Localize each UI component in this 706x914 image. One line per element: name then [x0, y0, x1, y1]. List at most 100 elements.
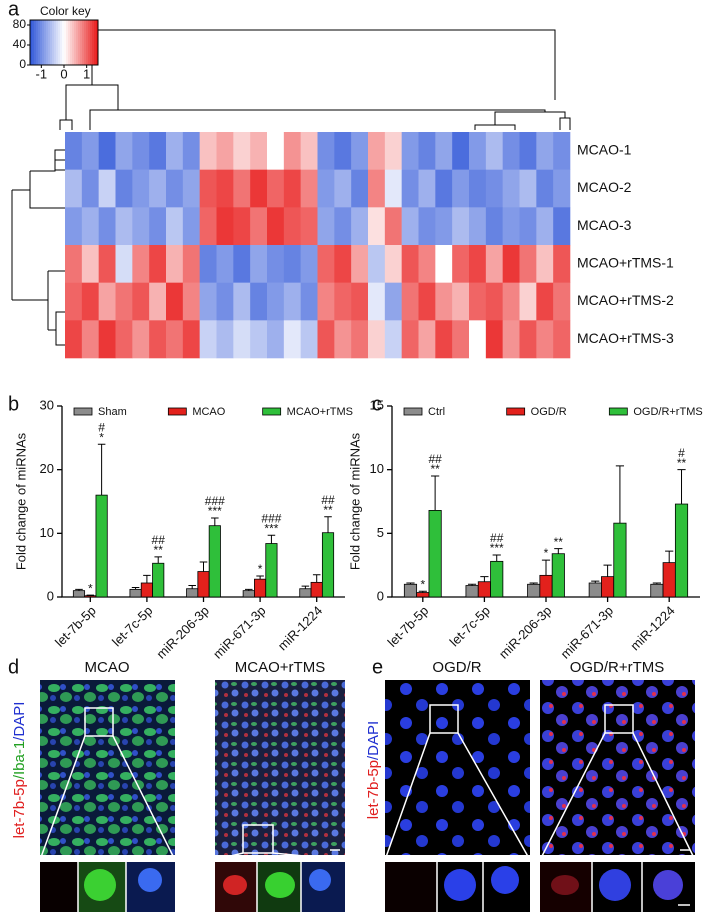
- color-key-swatch: [46, 20, 49, 65]
- heatmap-cell: [115, 320, 133, 359]
- heatmap-cell: [65, 207, 83, 246]
- heatmap-cell: [283, 320, 301, 359]
- heatmap-cell: [65, 245, 83, 283]
- heatmap-cell: [233, 320, 251, 359]
- heatmap-cell: [418, 320, 436, 359]
- image-header: OGD/R+rTMS: [570, 659, 665, 676]
- row-label: MCAO-3: [577, 217, 632, 233]
- bar: [674, 503, 689, 598]
- heatmap-cell: [115, 169, 133, 208]
- heatmap-cell: [199, 207, 217, 246]
- bar: [129, 588, 142, 598]
- color-key-swatch: [68, 20, 71, 65]
- color-key-swatch: [80, 20, 83, 65]
- heatmap-cell: [485, 282, 503, 321]
- heatmap-cell: [485, 169, 503, 208]
- heatmap-cell: [401, 245, 419, 283]
- heatmap-cell: [469, 169, 487, 208]
- error-bar: [615, 465, 625, 524]
- heatmap-cell: [334, 132, 352, 170]
- legend-swatch: [506, 407, 526, 416]
- image-header: MCAO: [85, 659, 130, 676]
- color-key-swatch: [36, 20, 39, 65]
- error-bar: [245, 588, 253, 591]
- heatmap-cell: [149, 282, 167, 321]
- error-bar: [86, 594, 95, 596]
- heatmap-cell: [300, 132, 318, 170]
- legend-swatch: [167, 407, 187, 416]
- bar: [186, 588, 199, 598]
- color-key-swatch: [70, 20, 73, 65]
- error-bar: [541, 559, 551, 576]
- error-bar: [324, 516, 332, 533]
- heatmap-cell: [182, 320, 200, 359]
- heatmap-cell: [485, 245, 503, 283]
- heatmap-cell: [435, 320, 453, 359]
- significance-mark: **: [677, 456, 687, 470]
- y-axis-label: Fold change of miRNAs: [13, 432, 28, 570]
- micrograph-e: [330, 680, 696, 912]
- error-bar: [256, 575, 264, 580]
- heatmap-cell: [368, 282, 386, 321]
- x-tick-label: let-7b-5p: [52, 603, 99, 650]
- heatmap-cell: [469, 207, 487, 246]
- heatmap-cell: [502, 282, 520, 321]
- stain-part: /DAPI: [365, 721, 382, 760]
- row-label: MCAO+rTMS-3: [577, 330, 674, 346]
- row-label: MCAO+rTMS-2: [577, 292, 674, 308]
- heatmap-cell: [452, 245, 470, 283]
- x-tick-label: miR-206-3p: [496, 603, 555, 662]
- heatmap-cell: [81, 282, 99, 321]
- heatmap-cell: [485, 207, 503, 246]
- bar: [265, 543, 278, 598]
- significance-mark: *: [258, 562, 263, 576]
- color-key-swatch: [48, 20, 51, 65]
- color-key-swatch: [60, 20, 63, 65]
- heatmap-cell: [384, 207, 402, 246]
- heatmap-cell: [300, 245, 318, 283]
- heatmap-cell: [98, 207, 116, 246]
- heatmap-cell: [300, 169, 318, 208]
- significance-mark: ***: [264, 521, 278, 535]
- bar: [299, 588, 312, 598]
- error-bar: [554, 548, 563, 554]
- heatmap-cell: [267, 282, 285, 321]
- x-tick-label: let-7c-5p: [447, 603, 493, 649]
- error-bar: [131, 586, 140, 590]
- stain-part: let-7b-5p: [11, 779, 28, 838]
- x-tick-label: let-7b-5p: [384, 603, 431, 650]
- color-key-swatch: [90, 20, 93, 65]
- heatmap-cell: [250, 282, 268, 321]
- significance-mark: ##: [152, 533, 166, 547]
- color-key-swatch: [64, 20, 67, 65]
- legend-label: OGD/R+rTMS: [633, 406, 702, 418]
- key-y-tick-label: 80: [13, 17, 27, 31]
- significance-mark: ***: [208, 504, 222, 518]
- bar: [140, 582, 153, 598]
- heatmap-cell: [519, 169, 537, 208]
- heatmap-cell: [115, 245, 133, 283]
- heatmap-cell: [368, 320, 386, 359]
- error-bar: [677, 469, 686, 505]
- color-key-swatch: [30, 20, 33, 65]
- significance-mark: **: [323, 503, 333, 517]
- error-bar: [406, 582, 415, 585]
- bar: [84, 595, 97, 598]
- heatmap-cell: [418, 245, 436, 283]
- x-tick-label: let-7c-5p: [109, 603, 155, 649]
- heatmap-cell: [267, 320, 285, 359]
- significance-mark: **: [430, 462, 440, 476]
- bar: [310, 581, 323, 598]
- image-header: OGD/R: [432, 659, 481, 676]
- heatmap-cell: [283, 132, 301, 170]
- significance-mark: **: [154, 543, 164, 557]
- heatmap-cell: [199, 169, 217, 208]
- y-axis-label: Fold change of miRNAs: [347, 432, 362, 570]
- legend-swatch: [262, 407, 282, 416]
- heatmap-cell: [216, 207, 234, 246]
- row-label: MCAO-2: [577, 179, 632, 195]
- error-bar: [211, 517, 219, 526]
- color-key-swatch: [44, 20, 47, 65]
- heatmap-cell: [452, 320, 470, 359]
- significance-mark: ***: [490, 541, 504, 555]
